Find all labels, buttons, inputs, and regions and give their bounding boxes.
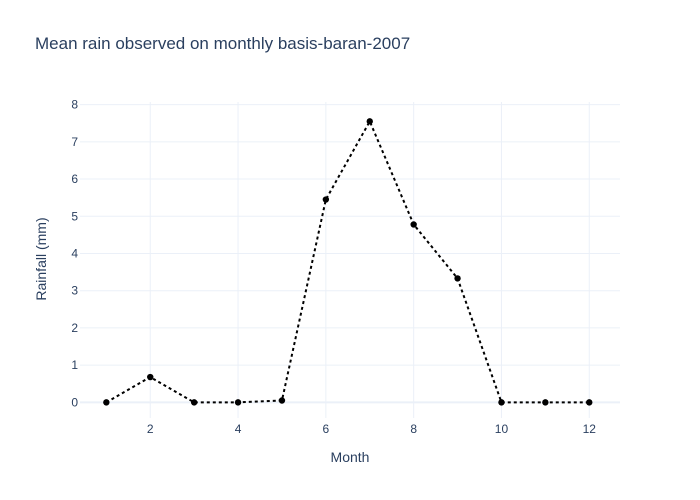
y-tick-label: 5 <box>71 209 78 223</box>
data-point <box>586 399 593 406</box>
x-axis-title: Month <box>331 449 370 465</box>
y-tick-label: 8 <box>71 98 78 112</box>
data-point <box>103 399 110 406</box>
data-point <box>147 373 154 381</box>
data-points <box>103 118 593 406</box>
y-tick-label: 6 <box>71 172 78 186</box>
data-point <box>542 399 549 406</box>
data-point <box>366 118 373 125</box>
data-point <box>498 399 505 406</box>
y-tick-labels: 0 1 2 3 4 5 6 7 8 <box>71 98 78 410</box>
x-tick-label: 6 <box>323 422 330 436</box>
y-tick-label: 7 <box>71 135 78 149</box>
data-point <box>454 275 461 282</box>
x-tick-label: 8 <box>410 422 417 436</box>
data-point <box>190 399 198 406</box>
data-point <box>278 397 286 404</box>
x-tick-label: 10 <box>495 422 509 436</box>
y-tick-label: 1 <box>71 358 78 372</box>
x-tick-label: 2 <box>147 422 154 436</box>
series-line <box>105 119 590 404</box>
data-point <box>234 399 242 406</box>
data-point <box>410 221 417 228</box>
y-axis-title: Rainfall (mm) <box>33 217 49 300</box>
x-tick-labels: 2 4 6 8 10 12 <box>147 422 596 436</box>
y-tick-label: 0 <box>71 395 78 409</box>
data-point <box>322 196 330 203</box>
y-tick-label: 4 <box>71 246 78 260</box>
y-tick-label: 3 <box>71 284 78 298</box>
chart-title: Mean rain observed on monthly basis-bara… <box>35 34 411 53</box>
x-tick-label: 12 <box>583 422 597 436</box>
x-tick-label: 4 <box>235 422 242 436</box>
grid-lines <box>80 102 620 418</box>
y-tick-label: 2 <box>71 321 78 335</box>
